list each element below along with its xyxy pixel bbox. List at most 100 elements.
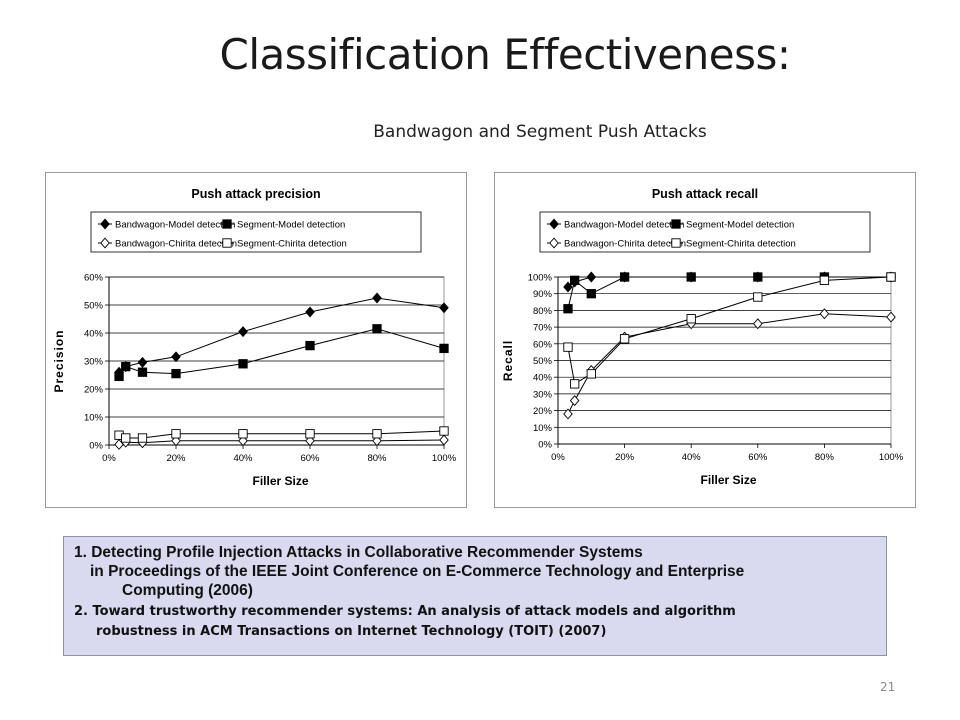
precision-x-tick-60: 60% — [300, 453, 320, 464]
recall-x-tick-60: 60% — [748, 452, 768, 463]
precision-legend-marker-segment-chirita-detection — [222, 238, 232, 248]
precision-point-segment-model-detection-5 — [305, 340, 315, 351]
precision-y-tick-50: 50% — [84, 301, 104, 312]
recall-point-bandwagon-chirita-detection-5 — [753, 318, 763, 330]
precision-point-bandwagon-model-detection-4 — [238, 326, 248, 338]
precision-y-tick-60: 60% — [84, 273, 104, 284]
precision-y-tick-30: 30% — [84, 357, 104, 368]
precision-x-tick-80: 80% — [367, 453, 387, 464]
recall-point-segment-chirita-detection-0 — [563, 342, 573, 352]
recall-y-tick-0: 0% — [538, 440, 552, 451]
recall-point-bandwagon-model-detection-2 — [586, 271, 597, 283]
precision-point-segment-chirita-detection-2 — [137, 433, 148, 443]
page-number: 21 — [880, 680, 896, 694]
precision-point-segment-chirita-detection-1 — [121, 433, 131, 443]
recall-y-tick-10: 10% — [533, 423, 553, 434]
precision-point-segment-model-detection-4 — [238, 359, 248, 369]
precision-x-tick-40: 40% — [233, 453, 253, 464]
recall-series-segment-chirita-detection — [563, 272, 896, 389]
recall-point-segment-chirita-detection-7 — [886, 272, 896, 282]
precision-point-segment-chirita-detection-7 — [439, 426, 449, 436]
precision-point-bandwagon-model-detection-7 — [439, 302, 449, 314]
precision-x-tick-20: 20% — [166, 453, 186, 464]
recall-x-tick-80: 80% — [815, 452, 835, 463]
precision-point-segment-chirita-detection-5 — [305, 429, 315, 439]
precision-point-segment-model-detection-0 — [114, 371, 124, 382]
precision-point-bandwagon-chirita-detection-4 — [238, 435, 248, 447]
precision-point-segment-chirita-detection-4 — [238, 429, 248, 439]
recall-point-segment-chirita-detection-6 — [819, 275, 830, 285]
precision-point-bandwagon-model-detection-6 — [372, 292, 382, 304]
recall-point-segment-model-detection-0 — [563, 304, 573, 314]
recall-legend-label-segment-model-detection: Segment-Model detection — [686, 220, 794, 231]
precision-legend: Bandwagon-Model detection Segment-Model d… — [90, 211, 422, 253]
precision-y-tick-20: 20% — [84, 385, 104, 396]
recall-y-tick-60: 60% — [533, 339, 553, 350]
precision-point-segment-model-detection-2 — [137, 367, 148, 377]
precision-point-segment-chirita-detection-6 — [372, 429, 382, 439]
recall-legend-marker-segment-model-detection — [671, 219, 681, 229]
recall-line-bandwagon-chirita-detection — [567, 313, 892, 415]
recall-point-segment-chirita-detection-5 — [753, 292, 763, 302]
recall-point-segment-model-detection-4 — [686, 272, 696, 282]
recall-y-tick-70: 70% — [533, 323, 553, 334]
recall-chart-svg: Push attack recall Bandwagon-Model detect… — [501, 187, 904, 487]
precision-legend-item-segment-chirita-detection: Segment-Chirita detection — [220, 238, 347, 250]
reference-1-venue: in Proceedings of the IEEE Joint Confere… — [90, 563, 745, 580]
precision-legend-marker-bandwagon-model-detection — [100, 218, 110, 230]
references-box: 1. Detecting Profile Injection Attacks i… — [63, 536, 887, 656]
recall-legend-frame — [539, 211, 871, 253]
recall-point-bandwagon-chirita-detection-7 — [886, 311, 896, 323]
recall-legend-label-bandwagon-chirita-detection: Bandwagon-Chirita detection — [564, 239, 686, 250]
slide-title: Classification Effectiveness: — [219, 30, 792, 79]
recall-y-tick-100: 100% — [528, 273, 553, 284]
recall-point-bandwagon-model-detection-0 — [563, 281, 573, 293]
precision-chart: Push attack precision Bandwagon-Model det… — [45, 172, 467, 508]
recall-chart-title: Push attack recall — [652, 187, 758, 201]
recall-y-tick-50: 50% — [533, 356, 553, 367]
recall-y-tick-30: 30% — [533, 389, 553, 400]
recall-point-bandwagon-chirita-detection-6 — [819, 308, 830, 320]
recall-legend-item-segment-chirita-detection: Segment-Chirita detection — [669, 238, 796, 250]
precision-legend-label-segment-chirita-detection: Segment-Chirita detection — [237, 239, 347, 250]
precision-legend-item-bandwagon-model-detection: Bandwagon-Model detection — [98, 218, 235, 231]
recall-point-segment-model-detection-3 — [619, 272, 630, 282]
precision-x-axis-label: Filler Size — [252, 474, 308, 488]
recall-y-tick-40: 40% — [533, 373, 553, 384]
recall-x-tick-20: 20% — [615, 452, 635, 463]
recall-point-bandwagon-chirita-detection-1 — [569, 395, 580, 407]
recall-chart: Push attack recall Bandwagon-Model detect… — [494, 172, 916, 508]
precision-chart-title: Push attack precision — [191, 187, 320, 201]
precision-point-segment-chirita-detection-3 — [171, 429, 181, 439]
precision-series-segment-chirita-detection — [114, 426, 449, 443]
recall-y-tick-20: 20% — [533, 406, 553, 417]
recall-x-tick-100: 100% — [879, 452, 904, 463]
recall-point-segment-chirita-detection-1 — [569, 379, 580, 389]
recall-legend-item-segment-model-detection: Segment-Model detection — [669, 219, 794, 231]
precision-y-tick-10: 10% — [84, 413, 104, 424]
recall-y-axis-label: Recall — [501, 340, 515, 381]
recall-x-tick-0: 0% — [551, 452, 565, 463]
recall-y-tick-80: 80% — [533, 306, 553, 317]
recall-point-segment-chirita-detection-3 — [619, 334, 630, 344]
recall-legend-label-bandwagon-model-detection: Bandwagon-Model detection — [564, 220, 684, 231]
recall-legend-item-bandwagon-model-detection: Bandwagon-Model detection — [547, 218, 684, 231]
recall-point-bandwagon-chirita-detection-0 — [563, 408, 573, 420]
precision-legend-frame — [90, 211, 422, 253]
recall-series-segment-model-detection — [563, 272, 896, 314]
recall-point-segment-chirita-detection-2 — [586, 369, 596, 379]
recall-y-tick-90: 90% — [533, 289, 553, 300]
precision-legend-item-bandwagon-chirita-detection: Bandwagon-Chirita detection — [98, 237, 237, 250]
precision-legend-label-segment-model-detection: Segment-Model detection — [237, 220, 345, 231]
recall-x-tick-40: 40% — [682, 452, 702, 463]
recall-legend-marker-segment-chirita-detection — [671, 238, 681, 248]
precision-point-segment-model-detection-7 — [439, 343, 449, 354]
precision-y-tick-40: 40% — [84, 329, 104, 340]
precision-legend-label-bandwagon-chirita-detection: Bandwagon-Chirita detection — [115, 239, 237, 250]
precision-x-tick-100: 100% — [432, 453, 457, 464]
precision-legend-label-bandwagon-model-detection: Bandwagon-Model detection — [115, 220, 235, 231]
precision-x-tick-0: 0% — [102, 453, 116, 464]
recall-point-segment-model-detection-2 — [586, 289, 596, 299]
recall-point-segment-model-detection-5 — [753, 272, 763, 282]
precision-point-bandwagon-model-detection-2 — [137, 356, 148, 368]
